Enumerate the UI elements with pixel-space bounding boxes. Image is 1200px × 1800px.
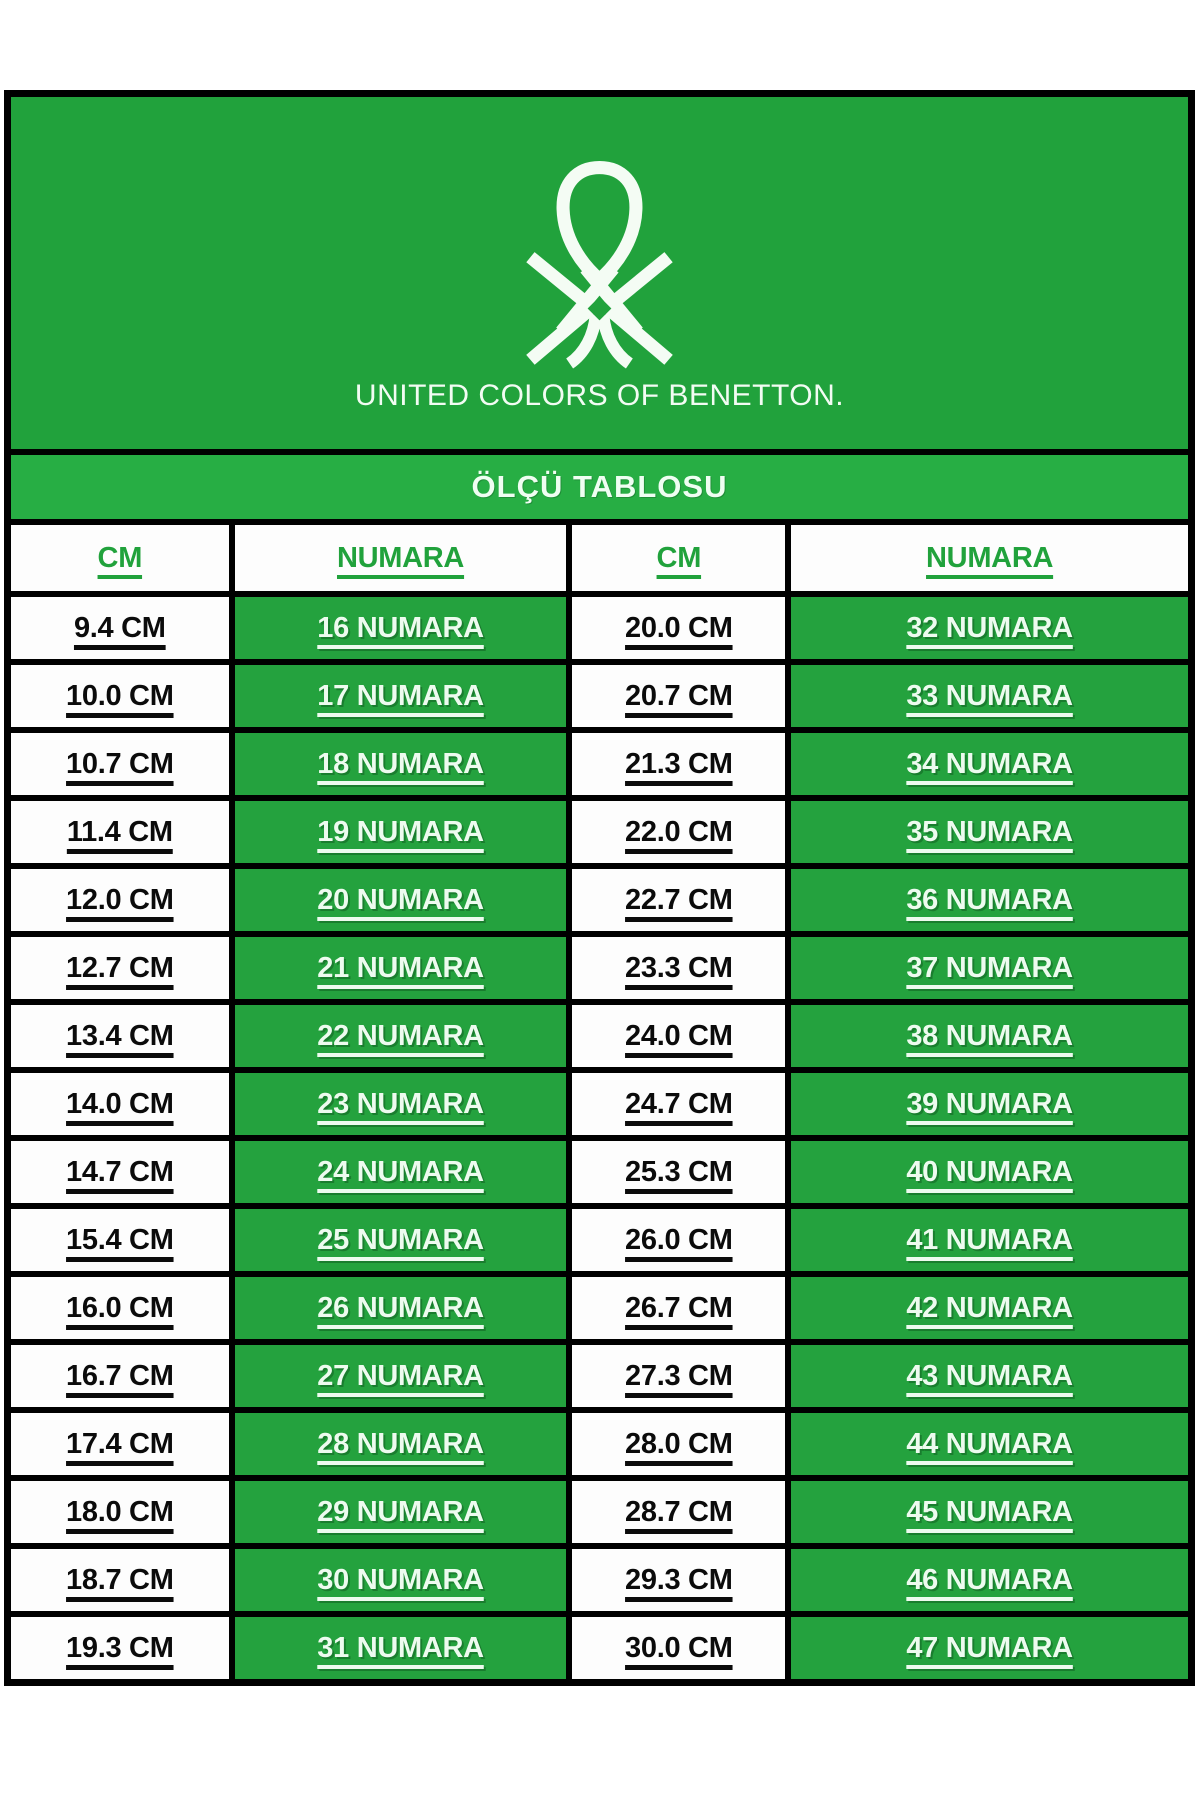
numara-cell: 45 NUMARA [791, 1481, 1188, 1543]
cm-cell: 18.7 CM [11, 1549, 229, 1611]
cm-cell: 16.0 CM [11, 1277, 229, 1339]
cm-cell: 18.0 CM [11, 1481, 229, 1543]
cm-cell: 24.0 CM [572, 1005, 786, 1067]
cm-cell: 28.0 CM [572, 1413, 786, 1475]
numara-cell: 46 NUMARA [791, 1549, 1188, 1611]
numara-cell: 20 NUMARA [234, 869, 567, 931]
cm-cell: 20.0 CM [572, 597, 786, 659]
cm-cell: 19.3 CM [11, 1617, 229, 1679]
cm-cell: 23.3 CM [572, 937, 786, 999]
numara-cell: 18 NUMARA [234, 733, 567, 795]
numara-cell: 32 NUMARA [791, 597, 1188, 659]
cm-cell: 11.4 CM [11, 801, 229, 863]
numara-cell: 23 NUMARA [234, 1073, 567, 1135]
numara-cell: 22 NUMARA [234, 1005, 567, 1067]
cm-cell: 22.7 CM [572, 869, 786, 931]
numara-cell: 25 NUMARA [234, 1209, 567, 1271]
header-numara-left: NUMARA [234, 525, 567, 591]
numara-cell: 21 NUMARA [234, 937, 567, 999]
numara-cell: 27 NUMARA [234, 1345, 567, 1407]
numara-cell: 37 NUMARA [791, 937, 1188, 999]
benetton-knot-icon [526, 160, 673, 369]
numara-cell: 29 NUMARA [234, 1481, 567, 1543]
cm-cell: 26.0 CM [572, 1209, 786, 1271]
size-table: UNITED COLORS OF BENETTON. ÖLÇÜ TABLOSU … [4, 90, 1195, 1686]
cm-cell: 14.7 CM [11, 1141, 229, 1203]
numara-cell: 40 NUMARA [791, 1141, 1188, 1203]
numara-cell: 35 NUMARA [791, 801, 1188, 863]
size-table-grid: CM NUMARA CM NUMARA 9.4 CM 16 NUMARA 20.… [11, 519, 1188, 1679]
header-numara-right: NUMARA [791, 525, 1188, 591]
cm-cell: 12.0 CM [11, 869, 229, 931]
numara-cell: 19 NUMARA [234, 801, 567, 863]
numara-cell: 44 NUMARA [791, 1413, 1188, 1475]
numara-cell: 42 NUMARA [791, 1277, 1188, 1339]
header-cm-right: CM [572, 525, 786, 591]
cm-cell: 13.4 CM [11, 1005, 229, 1067]
cm-cell: 12.7 CM [11, 937, 229, 999]
cm-cell: 29.3 CM [572, 1549, 786, 1611]
table-title: ÖLÇÜ TABLOSU [471, 469, 728, 504]
numara-cell: 28 NUMARA [234, 1413, 567, 1475]
numara-cell: 33 NUMARA [791, 665, 1188, 727]
cm-cell: 27.3 CM [572, 1345, 786, 1407]
numara-cell: 31 NUMARA [234, 1617, 567, 1679]
brand-wordmark: UNITED COLORS OF BENETTON. [354, 379, 845, 412]
logo-section: UNITED COLORS OF BENETTON. [11, 97, 1188, 449]
cm-cell: 30.0 CM [572, 1617, 786, 1679]
cm-cell: 16.7 CM [11, 1345, 229, 1407]
table-title-bar: ÖLÇÜ TABLOSU [11, 449, 1188, 519]
cm-cell: 17.4 CM [11, 1413, 229, 1475]
numara-cell: 24 NUMARA [234, 1141, 567, 1203]
cm-cell: 22.0 CM [572, 801, 786, 863]
numara-cell: 38 NUMARA [791, 1005, 1188, 1067]
header-cm-left: CM [11, 525, 229, 591]
cm-cell: 21.3 CM [572, 733, 786, 795]
numara-cell: 41 NUMARA [791, 1209, 1188, 1271]
cm-cell: 9.4 CM [11, 597, 229, 659]
cm-cell: 26.7 CM [572, 1277, 786, 1339]
cm-cell: 24.7 CM [572, 1073, 786, 1135]
numara-cell: 47 NUMARA [791, 1617, 1188, 1679]
numara-cell: 43 NUMARA [791, 1345, 1188, 1407]
numara-cell: 36 NUMARA [791, 869, 1188, 931]
cm-cell: 10.7 CM [11, 733, 229, 795]
numara-cell: 17 NUMARA [234, 665, 567, 727]
numara-cell: 39 NUMARA [791, 1073, 1188, 1135]
cm-cell: 20.7 CM [572, 665, 786, 727]
numara-cell: 30 NUMARA [234, 1549, 567, 1611]
numara-cell: 16 NUMARA [234, 597, 567, 659]
numara-cell: 34 NUMARA [791, 733, 1188, 795]
cm-cell: 25.3 CM [572, 1141, 786, 1203]
cm-cell: 10.0 CM [11, 665, 229, 727]
cm-cell: 15.4 CM [11, 1209, 229, 1271]
numara-cell: 26 NUMARA [234, 1277, 567, 1339]
cm-cell: 28.7 CM [572, 1481, 786, 1543]
cm-cell: 14.0 CM [11, 1073, 229, 1135]
